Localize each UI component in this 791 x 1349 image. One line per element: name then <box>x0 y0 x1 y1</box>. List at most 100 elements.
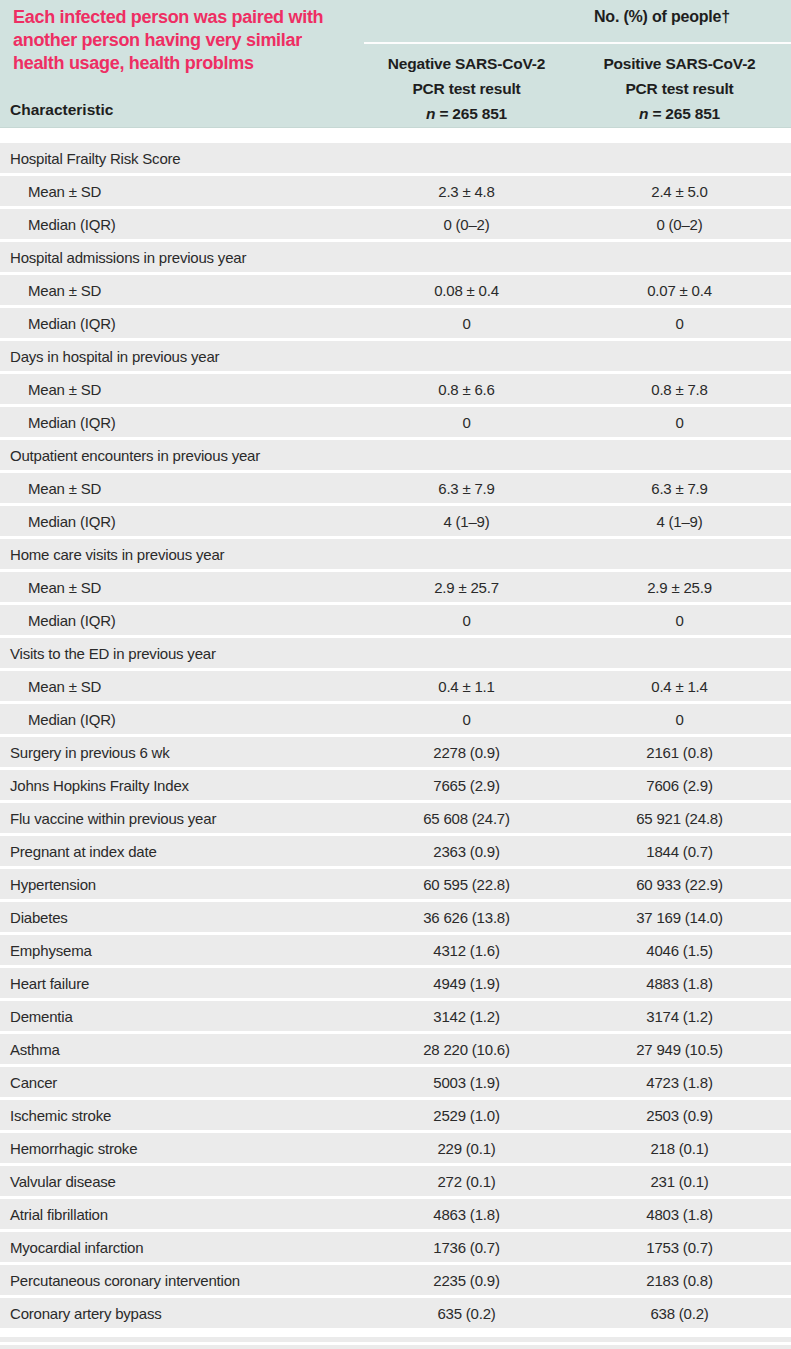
characteristic-cell: Emphysema <box>0 942 365 959</box>
positive-value-cell: 2161 (0.8) <box>568 744 791 761</box>
negative-value-cell: 6.3 ± 7.9 <box>365 480 568 497</box>
positive-value-cell: 0 <box>568 711 791 728</box>
negative-value-cell: 2363 (0.9) <box>365 843 568 860</box>
positive-value-cell: 4883 (1.8) <box>568 975 791 992</box>
column-header-line: PCR test result <box>568 76 791 101</box>
characteristic-cell: Ischemic stroke <box>0 1107 365 1124</box>
spanning-column-header: No. (%) of people† <box>533 8 791 26</box>
characteristic-cell: Atrial fibrillation <box>0 1206 365 1223</box>
sample-size: n = 265 851 <box>365 101 568 126</box>
table-row: Hypertension60 595 (22.8)60 933 (22.9) <box>0 869 791 899</box>
negative-value-cell: 28 220 (10.6) <box>365 1041 568 1058</box>
column-header-line: Positive SARS-CoV-2 <box>568 51 791 76</box>
positive-value-cell: 0.8 ± 7.8 <box>568 381 791 398</box>
negative-value-cell: 60 595 (22.8) <box>365 876 568 893</box>
negative-value-cell: 5003 (1.9) <box>365 1074 568 1091</box>
characteristic-cell: Coronary artery bypass <box>0 1305 365 1322</box>
negative-value-cell: 0 <box>365 711 568 728</box>
characteristic-cell: Visits to the ED in previous year <box>0 645 365 662</box>
negative-value-cell: 1736 (0.7) <box>365 1239 568 1256</box>
table-row: Percutaneous coronary intervention2235 (… <box>0 1265 791 1295</box>
table-row: Asthma28 220 (10.6)27 949 (10.5) <box>0 1034 791 1064</box>
positive-value-cell: 3174 (1.2) <box>568 1008 791 1025</box>
table-row: Cancer5003 (1.9)4723 (1.8) <box>0 1067 791 1097</box>
characteristic-cell: Heart failure <box>0 975 365 992</box>
characteristic-cell: Dementia <box>0 1008 365 1025</box>
characteristic-cell: Median (IQR) <box>0 315 365 332</box>
n-symbol: n <box>426 105 435 122</box>
table-row: Mean ± SD6.3 ± 7.96.3 ± 7.9 <box>0 473 791 503</box>
negative-value-cell: 0.08 ± 0.4 <box>365 282 568 299</box>
characteristic-cell: Hospital admissions in previous year <box>0 249 365 266</box>
sample-size: n = 265 851 <box>568 101 791 126</box>
negative-value-cell: 2.9 ± 25.7 <box>365 579 568 596</box>
table-row: Surgery in previous 6 wk2278 (0.9)2161 (… <box>0 737 791 767</box>
annotation-line: Each infected person was paired with <box>13 6 323 29</box>
positive-value-cell: 218 (0.1) <box>568 1140 791 1157</box>
table-row: Heart failure4949 (1.9)4883 (1.8) <box>0 968 791 998</box>
characteristic-cell: Myocardial infarction <box>0 1239 365 1256</box>
positive-value-cell: 2.9 ± 25.9 <box>568 579 791 596</box>
column-header-positive: Positive SARS-CoV-2 PCR test result n = … <box>568 51 791 126</box>
positive-value-cell: 37 169 (14.0) <box>568 909 791 926</box>
table-row: Pregnant at index date2363 (0.9)1844 (0.… <box>0 836 791 866</box>
characteristic-cell: Mean ± SD <box>0 480 365 497</box>
negative-value-cell: 4863 (1.8) <box>365 1206 568 1223</box>
negative-value-cell: 3142 (1.2) <box>365 1008 568 1025</box>
characteristic-cell: Flu vaccine within previous year <box>0 810 365 827</box>
positive-value-cell: 4803 (1.8) <box>568 1206 791 1223</box>
positive-value-cell: 2183 (0.8) <box>568 1272 791 1289</box>
negative-value-cell: 635 (0.2) <box>365 1305 568 1322</box>
negative-value-cell: 229 (0.1) <box>365 1140 568 1157</box>
characteristic-cell: Hypertension <box>0 876 365 893</box>
cutoff-row-strip <box>0 1337 791 1342</box>
negative-value-cell: 2.3 ± 4.8 <box>365 183 568 200</box>
characteristic-cell: Home care visits in previous year <box>0 546 365 563</box>
characteristic-cell: Mean ± SD <box>0 381 365 398</box>
characteristic-cell: Median (IQR) <box>0 216 365 233</box>
characteristic-cell: Percutaneous coronary intervention <box>0 1272 365 1289</box>
table-row: Johns Hopkins Frailty Index7665 (2.9)760… <box>0 770 791 800</box>
n-symbol: n <box>639 105 648 122</box>
negative-value-cell: 0 <box>365 315 568 332</box>
table-row: Visits to the ED in previous year <box>0 638 791 668</box>
positive-value-cell: 4046 (1.5) <box>568 942 791 959</box>
table-row: Myocardial infarction1736 (0.7)1753 (0.7… <box>0 1232 791 1262</box>
header-divider-rule <box>364 42 791 44</box>
positive-value-cell: 2.4 ± 5.0 <box>568 183 791 200</box>
positive-value-cell: 0 <box>568 612 791 629</box>
characteristic-cell: Diabetes <box>0 909 365 926</box>
negative-value-cell: 65 608 (24.7) <box>365 810 568 827</box>
characteristic-cell: Hospital Frailty Risk Score <box>0 150 365 167</box>
characteristic-cell: Median (IQR) <box>0 414 365 431</box>
table-row: Mean ± SD0.08 ± 0.40.07 ± 0.4 <box>0 275 791 305</box>
paper-table-page: Each infected person was paired with ano… <box>0 0 791 1349</box>
table-row: Flu vaccine within previous year65 608 (… <box>0 803 791 833</box>
n-value: = 265 851 <box>648 105 720 122</box>
characteristic-cell: Mean ± SD <box>0 579 365 596</box>
table-row: Home care visits in previous year <box>0 539 791 569</box>
positive-value-cell: 0 <box>568 315 791 332</box>
negative-value-cell: 0.8 ± 6.6 <box>365 381 568 398</box>
positive-value-cell: 2503 (0.9) <box>568 1107 791 1124</box>
positive-value-cell: 0 <box>568 414 791 431</box>
table-row: Dementia3142 (1.2)3174 (1.2) <box>0 1001 791 1031</box>
table-row: Outpatient encounters in previous year <box>0 440 791 470</box>
positive-value-cell: 1844 (0.7) <box>568 843 791 860</box>
positive-value-cell: 638 (0.2) <box>568 1305 791 1322</box>
annotation-line: health usage, health problms <box>13 52 323 75</box>
negative-value-cell: 7665 (2.9) <box>365 777 568 794</box>
characteristic-cell: Hemorrhagic stroke <box>0 1140 365 1157</box>
positive-value-cell: 65 921 (24.8) <box>568 810 791 827</box>
negative-value-cell: 2278 (0.9) <box>365 744 568 761</box>
table-row: Mean ± SD0.8 ± 6.60.8 ± 7.8 <box>0 374 791 404</box>
table-row: Diabetes36 626 (13.8)37 169 (14.0) <box>0 902 791 932</box>
negative-value-cell: 272 (0.1) <box>365 1173 568 1190</box>
table-row: Coronary artery bypass635 (0.2)638 (0.2) <box>0 1298 791 1328</box>
characteristic-cell: Days in hospital in previous year <box>0 348 365 365</box>
table-body: Hospital Frailty Risk Score Mean ± SD 2.3 … <box>0 143 791 1331</box>
table-row: Ischemic stroke2529 (1.0)2503 (0.9) <box>0 1100 791 1130</box>
table-row: Mean ± SD2.9 ± 25.72.9 ± 25.9 <box>0 572 791 602</box>
characteristic-cell: Pregnant at index date <box>0 843 365 860</box>
negative-value-cell: 0 <box>365 612 568 629</box>
